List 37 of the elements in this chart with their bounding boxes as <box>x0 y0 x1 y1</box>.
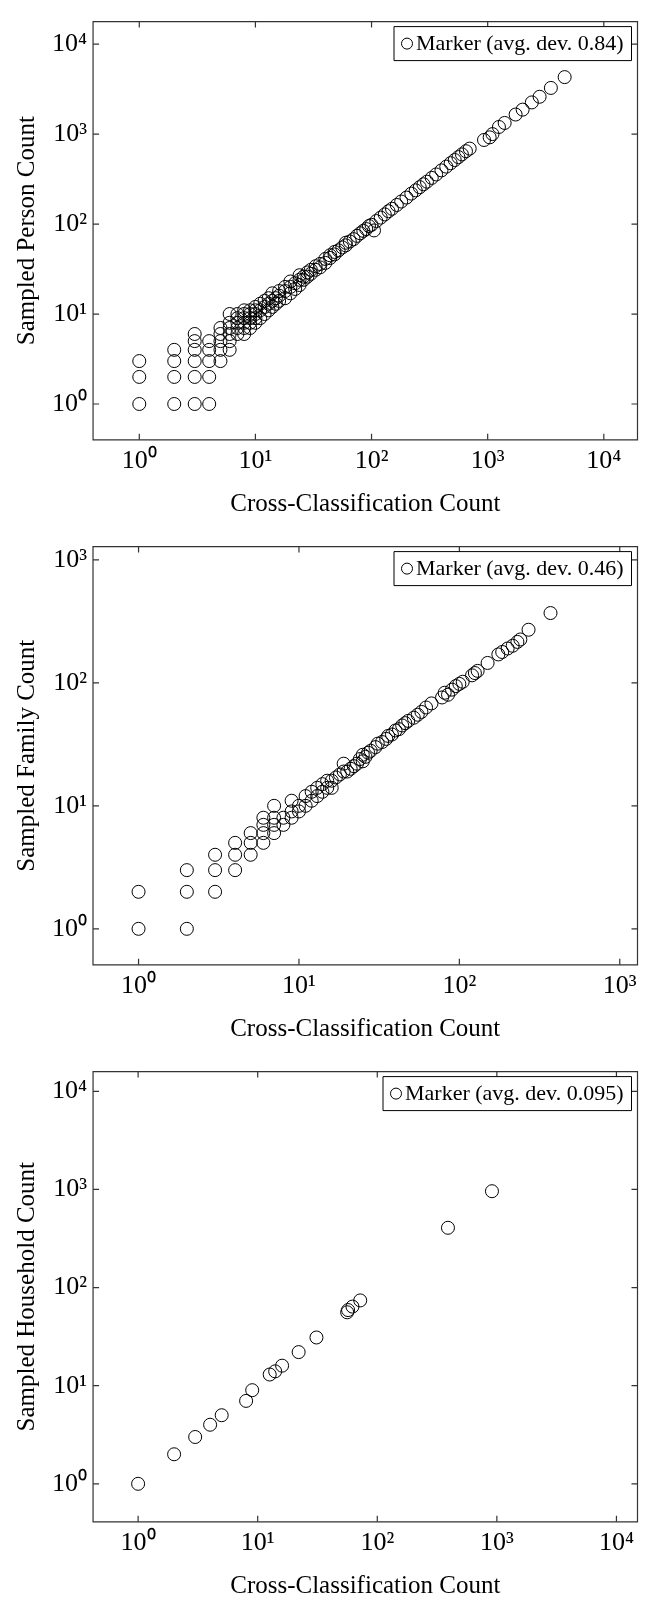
legend-label: Marker (avg. dev. 0.095) <box>405 1080 624 1106</box>
y-axis-title: Sampled Household Count <box>11 1161 39 1432</box>
x-tick-label: 10³ <box>602 970 637 1000</box>
x-tick-label: 10³ <box>470 445 505 475</box>
x-tick-label: 10¹ <box>240 1527 275 1557</box>
x-axis-title: Cross-Classification Count <box>230 488 501 516</box>
x-tick-label: 10² <box>354 445 389 475</box>
x-axis-title: Cross-Classification Count <box>230 1013 501 1041</box>
x-tick-label: 10⁴ <box>586 445 622 475</box>
y-axis-title: Sampled Person Count <box>11 116 39 346</box>
x-tick-label: 10⁰ <box>121 970 157 1000</box>
y-tick-label: 10¹ <box>53 297 88 327</box>
x-tick-label: 10⁴ <box>598 1527 634 1557</box>
x-tick-label: 10¹ <box>282 970 316 1000</box>
y-tick-label: 10⁰ <box>52 912 87 942</box>
y-tick-label: 10⁴ <box>51 27 88 57</box>
x-tick-label: 10¹ <box>238 445 273 475</box>
y-tick-label: 10² <box>53 666 88 696</box>
legend-label: Marker (avg. dev. 0.46) <box>416 555 624 581</box>
y-tick-label: 10² <box>53 207 88 237</box>
y-tick-label: 10¹ <box>53 789 87 819</box>
y-tick-label: 10³ <box>53 1173 88 1203</box>
y-tick-label: 10⁴ <box>51 1075 88 1105</box>
x-tick-label: 10³ <box>479 1527 514 1557</box>
y-axis-title: Sampled Family Count <box>11 639 39 872</box>
x-axis-title: Cross-Classification Count <box>230 1570 501 1598</box>
x-tick-label: 10² <box>360 1527 395 1557</box>
x-tick-label: 10⁰ <box>121 445 157 475</box>
y-tick-label: 10² <box>53 1271 88 1301</box>
y-tick-label: 10⁰ <box>52 387 88 417</box>
y-tick-label: 10¹ <box>53 1369 88 1399</box>
legend-label: Marker (avg. dev. 0.84) <box>416 30 624 56</box>
y-tick-label: 10³ <box>53 117 88 147</box>
x-tick-label: 10² <box>442 970 477 1000</box>
y-tick-label: 10³ <box>53 543 88 573</box>
y-tick-label: 10⁰ <box>52 1467 88 1497</box>
x-tick-label: 10⁰ <box>120 1527 156 1557</box>
